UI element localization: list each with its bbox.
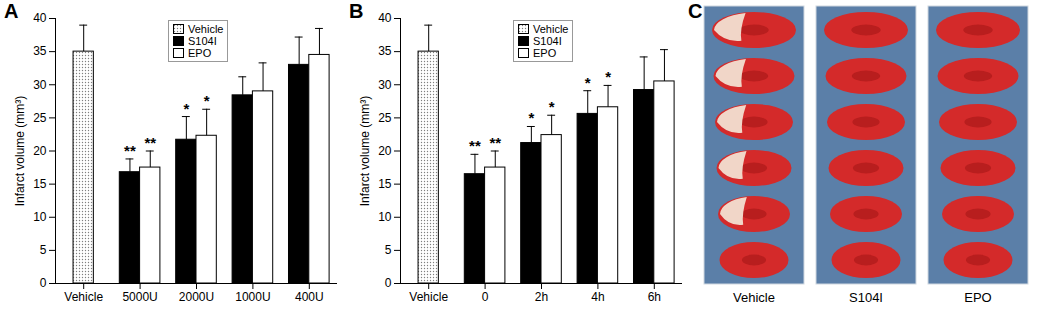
svg-text:Vehicle: Vehicle: [733, 290, 775, 305]
svg-text:6h: 6h: [648, 290, 661, 304]
svg-text:Vehicle: Vehicle: [409, 290, 448, 304]
svg-text:0: 0: [482, 290, 489, 304]
svg-text:*: *: [183, 100, 189, 117]
svg-text:S104I: S104I: [849, 290, 883, 305]
svg-text:Infarct volume (mm³): Infarct volume (mm³): [13, 96, 27, 207]
svg-text:15: 15: [33, 177, 47, 191]
svg-text:25: 25: [33, 111, 47, 125]
svg-text:Vehicle: Vehicle: [64, 290, 103, 304]
svg-text:*: *: [204, 92, 210, 109]
svg-text:30: 30: [378, 78, 392, 92]
svg-text:15: 15: [378, 177, 392, 191]
svg-text:35: 35: [33, 44, 47, 58]
svg-text:40: 40: [378, 11, 392, 25]
svg-text:**: **: [489, 134, 501, 151]
svg-text:0: 0: [385, 276, 392, 290]
svg-text:4h: 4h: [591, 290, 604, 304]
svg-text:EPO: EPO: [964, 290, 991, 305]
svg-text:10: 10: [378, 210, 392, 224]
svg-text:*: *: [528, 109, 534, 126]
svg-text:0: 0: [40, 276, 47, 290]
svg-text:40: 40: [33, 11, 47, 25]
html-text:S104I: S104I: [533, 35, 562, 47]
html-text:EPO: EPO: [188, 47, 212, 59]
svg-text:Infarct volume (mm³): Infarct volume (mm³): [358, 96, 372, 207]
html-text:Vehicle: Vehicle: [188, 23, 224, 35]
svg-text:10: 10: [33, 210, 47, 224]
svg-text:20: 20: [33, 144, 47, 158]
svg-text:25: 25: [378, 111, 392, 125]
svg-text:2h: 2h: [535, 290, 548, 304]
svg-text:**: **: [144, 134, 156, 151]
svg-text:*: *: [549, 98, 555, 115]
html-text:C: C: [688, 0, 703, 22]
html-text:S104I: S104I: [188, 35, 217, 47]
svg-text:1000U: 1000U: [235, 290, 270, 304]
html-text:EPO: EPO: [533, 47, 557, 59]
svg-text:**: **: [469, 137, 481, 154]
svg-text:20: 20: [378, 144, 392, 158]
svg-text:2000U: 2000U: [179, 290, 214, 304]
html-text:Vehicle: Vehicle: [533, 23, 569, 35]
svg-text:35: 35: [378, 44, 392, 58]
html-text:B: B: [349, 0, 364, 22]
svg-text:**: **: [124, 142, 136, 159]
svg-text:*: *: [585, 74, 591, 91]
svg-text:400U: 400U: [295, 290, 324, 304]
html-text:A: A: [4, 0, 19, 22]
svg-text:*: *: [605, 68, 611, 85]
svg-text:5: 5: [40, 243, 47, 257]
svg-text:5: 5: [385, 243, 392, 257]
svg-text:30: 30: [33, 78, 47, 92]
svg-text:5000U: 5000U: [122, 290, 157, 304]
